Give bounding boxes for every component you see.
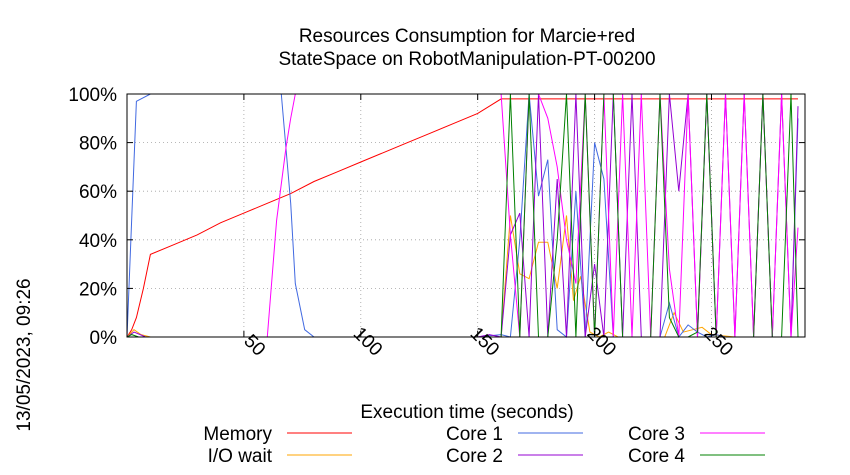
plot-area-series (126, 93, 799, 339)
legend-label: Memory (203, 424, 272, 445)
x-tick-label: 100 (349, 323, 386, 360)
x-tick-label: 200 (583, 323, 620, 360)
chart-title-line-2: StateSpace on RobotManipulation-PT-00200 (278, 49, 655, 70)
legend-label: Core 4 (628, 446, 685, 467)
series-line-core-4 (126, 93, 799, 338)
y-tick-label: 20% (79, 279, 117, 300)
x-axis-label: Execution time (seconds) (360, 402, 573, 423)
legend-entry: Core 2 (446, 446, 583, 467)
series-line-core-2 (126, 93, 799, 338)
legend-label: Core 2 (446, 446, 503, 467)
series-line-core-3 (127, 93, 799, 338)
x-tick-label: 150 (466, 323, 503, 360)
series-line-memory (126, 98, 798, 338)
y-tick-label: 60% (79, 182, 117, 203)
legend-entry: Core 3 (628, 424, 765, 445)
chart-title-line-1: Resources Consumption for Marcie+red (299, 26, 635, 47)
plot-border (126, 93, 806, 338)
x-tick-label: 250 (700, 323, 737, 360)
y-tick-label: 100% (68, 85, 117, 106)
axis-ticks: 0%20%40%60%80%100%50 100 150 200 250 (68, 85, 805, 361)
series-line-core-1 (126, 93, 799, 339)
y-tick-label: 40% (79, 231, 117, 252)
legend-entry: Core 1 (446, 424, 583, 445)
legend-entry: I/O wait (208, 446, 352, 467)
y-tick-label: 80% (79, 134, 117, 155)
y-tick-label: 0% (90, 328, 118, 349)
grid (127, 94, 805, 337)
legend-label: I/O wait (208, 446, 273, 467)
series-line-i-o-wait (126, 215, 798, 338)
legend-entry: Memory (203, 424, 352, 445)
legend-label: Core 3 (628, 424, 685, 445)
legend-entry: Core 4 (628, 446, 765, 467)
legend-label: Core 1 (446, 424, 503, 445)
timestamp-label: 13/05/2023, 09:26 (14, 278, 35, 431)
chart-title: Resources Consumption for Marcie+red Sta… (278, 26, 655, 70)
